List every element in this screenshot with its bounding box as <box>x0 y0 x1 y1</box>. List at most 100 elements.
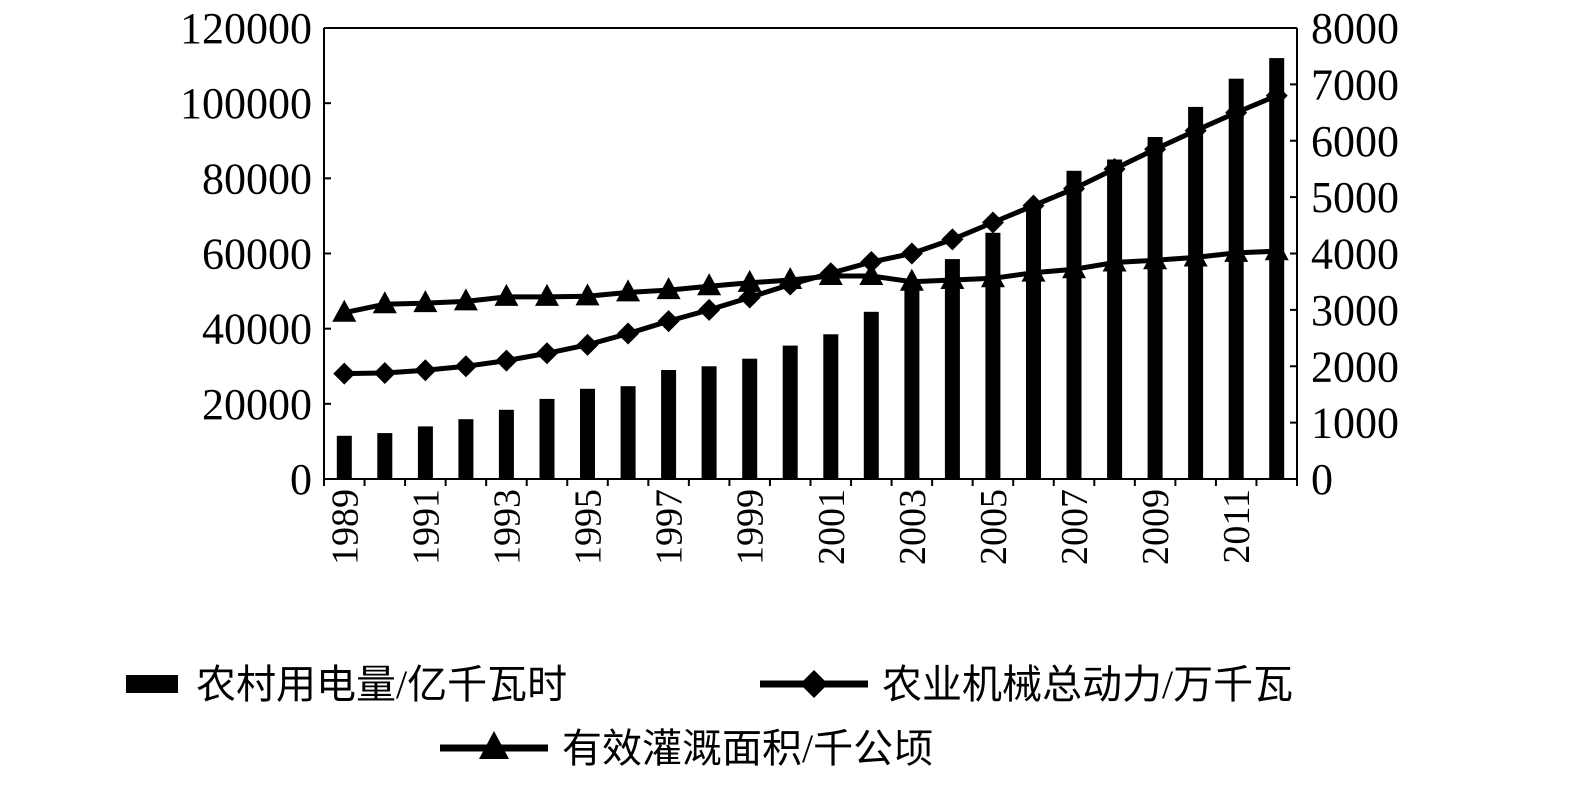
bar-2000 <box>782 345 798 479</box>
bar-1991 <box>417 426 433 479</box>
triangle-marker-1991 <box>413 290 438 313</box>
legend-bar-swatch <box>126 675 178 693</box>
x-tick-label: 2005 <box>973 489 1015 565</box>
triangle-marker-2011 <box>1224 239 1249 262</box>
bar-1990 <box>377 433 393 479</box>
bar-2012 <box>1269 58 1285 479</box>
triangle-marker-1989 <box>332 299 357 322</box>
triangle-marker-1995 <box>575 283 600 306</box>
triangle-marker-2002 <box>859 263 884 286</box>
legend-label: 农业机械总动力/万千瓦 <box>882 662 1293 707</box>
diamond-marker-2008 <box>1103 157 1126 180</box>
x-tick-label: 2009 <box>1135 489 1177 565</box>
diamond-marker-2004 <box>941 228 964 251</box>
diamond-marker-1995 <box>576 333 599 356</box>
bar-1999 <box>742 358 758 479</box>
triangle-marker-2008 <box>1102 249 1127 272</box>
triangle-marker-1992 <box>453 288 478 311</box>
bar-1994 <box>539 398 555 479</box>
triangle-marker-2004 <box>940 266 965 289</box>
triangle-marker-1998 <box>697 273 722 296</box>
left-tick-label: 80000 <box>202 154 312 203</box>
line-series-2 <box>343 248 1277 316</box>
diamond-marker-1992 <box>454 355 477 378</box>
diamond-marker-2005 <box>981 211 1004 234</box>
x-tick-label: 1991 <box>405 489 447 565</box>
triangle-marker-1996 <box>616 279 641 302</box>
bar-2011 <box>1228 78 1244 479</box>
legend-diamond-marker <box>800 670 828 698</box>
bar-1997 <box>661 370 677 479</box>
x-tick-label: 1989 <box>324 489 366 565</box>
axes-group: 0 20000 40000 60000 80000 100000 120000 0 1000 20… <box>180 4 1399 565</box>
x-tick-label: 2007 <box>1054 489 1096 565</box>
triangle-marker-1993 <box>494 283 519 306</box>
x-tick-label: 1993 <box>486 489 528 565</box>
right-tick-label: 5000 <box>1311 173 1399 222</box>
triangle-marker-2006 <box>1021 259 1046 282</box>
triangle-marker-2000 <box>778 266 803 289</box>
bar-2007 <box>1066 170 1082 480</box>
triangle-marker-2001 <box>818 263 843 286</box>
diamond-marker-2010 <box>1184 119 1207 142</box>
right-tick-label: 7000 <box>1311 60 1399 109</box>
x-tick-label: 1995 <box>568 489 610 565</box>
x-tick-label: 2001 <box>811 489 853 565</box>
legend-label: 有效灌溉面积/千公顷 <box>562 726 933 771</box>
triangle-marker-2005 <box>980 265 1005 288</box>
bar-1998 <box>701 366 717 480</box>
left-tick-label: 20000 <box>202 380 312 429</box>
left-tick-label: 40000 <box>202 305 312 354</box>
right-tick-label: 0 <box>1311 455 1333 504</box>
triangle-marker-1990 <box>372 291 397 314</box>
triangle-marker-2010 <box>1183 244 1208 267</box>
diamond-marker-2009 <box>1144 138 1167 161</box>
bar-2001 <box>823 334 839 479</box>
left-tick-label: 120000 <box>180 4 312 53</box>
bar-2009 <box>1147 137 1163 479</box>
diamond-marker-2007 <box>1063 177 1086 200</box>
diamond-marker-1998 <box>698 298 721 321</box>
bar-2003 <box>904 283 920 479</box>
right-tick-label: 1000 <box>1311 399 1399 448</box>
bar-1989 <box>336 435 352 479</box>
x-tick-label: 2011 <box>1216 489 1258 564</box>
x-tick-label: 1997 <box>649 489 691 565</box>
triangle-marker-2012 <box>1264 238 1289 261</box>
triangle-marker-1994 <box>534 283 559 306</box>
bar-2002 <box>863 311 879 479</box>
diamond-marker-2003 <box>900 242 923 265</box>
triangle-marker-2009 <box>1143 247 1168 270</box>
legend-triangle-marker <box>479 731 509 759</box>
diamond-marker-1993 <box>495 349 518 372</box>
right-tick-label: 4000 <box>1311 230 1399 279</box>
diamond-marker-2002 <box>860 250 883 273</box>
left-tick-label: 0 <box>290 455 312 504</box>
bar-2010 <box>1188 106 1204 480</box>
bar-2004 <box>944 259 960 479</box>
triangle-marker-2007 <box>1062 256 1087 279</box>
x-tick-label: 2003 <box>892 489 934 565</box>
diamond-marker-1994 <box>535 342 558 365</box>
bar-1993 <box>498 409 514 479</box>
bar-series-group <box>336 58 1285 480</box>
bar-1996 <box>620 386 636 479</box>
triangle-marker-1999 <box>737 269 762 292</box>
right-tick-label: 3000 <box>1311 286 1399 335</box>
line-series-group <box>332 84 1289 385</box>
diamond-marker-1996 <box>617 322 640 345</box>
diamond-marker-2011 <box>1225 101 1248 124</box>
diamond-marker-1997 <box>657 310 680 333</box>
bar-1992 <box>458 419 474 479</box>
bar-2006 <box>1026 204 1041 479</box>
triangle-marker-1997 <box>656 277 681 300</box>
bar-2008 <box>1107 159 1123 479</box>
bar-1995 <box>580 388 595 479</box>
bar-2005 <box>985 232 1001 479</box>
right-tick-label: 2000 <box>1311 342 1399 391</box>
right-tick-label: 6000 <box>1311 117 1399 166</box>
x-tick-label: 1999 <box>730 489 772 565</box>
